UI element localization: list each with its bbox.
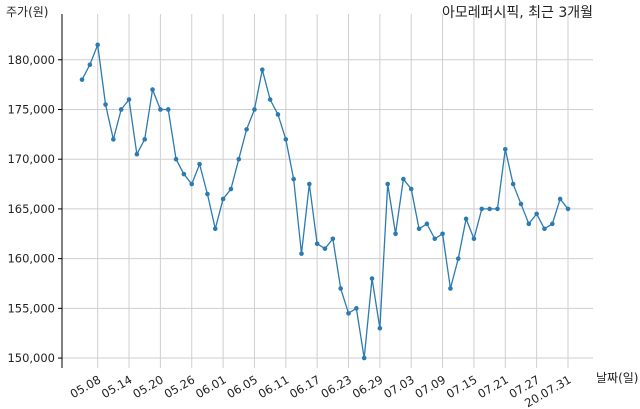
data-point: [487, 206, 492, 212]
x-tick-label: 07.09: [413, 372, 449, 401]
data-point: [142, 137, 148, 142]
data-point: [158, 107, 163, 112]
data-point: [565, 206, 571, 212]
data-point: [502, 146, 508, 152]
data-point: [479, 206, 485, 212]
x-tick-label: 07.21: [475, 372, 511, 401]
data-point: [267, 97, 273, 102]
y-tick-label: 170,000: [7, 152, 55, 166]
data-point: [181, 171, 187, 177]
data-point: [197, 161, 202, 167]
data-point: [550, 221, 555, 227]
x-tick-label: 07.15: [444, 372, 480, 401]
x-tick-label: 06.11: [256, 372, 292, 401]
data-point: [189, 181, 195, 187]
data-point: [299, 251, 304, 256]
data-point: [377, 325, 383, 331]
data-point: [259, 67, 265, 73]
data-point: [275, 112, 281, 117]
data-point: [557, 196, 563, 202]
data-point: [361, 355, 367, 361]
y-gridlines: [58, 59, 593, 359]
y-tick-label: 160,000: [7, 252, 55, 266]
data-point: [354, 306, 359, 311]
data-point: [432, 236, 438, 242]
data-point: [542, 226, 547, 232]
data-point: [455, 256, 461, 261]
x-tick-labels: 05.0805.1405.2005.2606.0106.0506.1106.17…: [68, 372, 574, 409]
data-point: [205, 191, 210, 197]
data-point: [495, 206, 500, 212]
data-point: [393, 231, 398, 237]
data-point: [134, 151, 140, 157]
x-tick-label: 05.26: [162, 372, 198, 401]
x-tick-label: 06.17: [287, 372, 323, 401]
data-point: [244, 127, 249, 132]
data-point: [322, 246, 328, 251]
y-tick-label: 150,000: [7, 351, 55, 365]
data-point: [346, 311, 351, 316]
data-point: [307, 181, 312, 187]
data-point: [118, 107, 124, 112]
data-point: [314, 241, 320, 247]
x-tick-label: 06.01: [193, 372, 229, 401]
data-point: [369, 276, 375, 281]
data-point: [471, 236, 477, 242]
data-point: [111, 137, 116, 142]
x-tick-label: 07.03: [381, 372, 417, 401]
y-tick-label: 155,000: [7, 301, 55, 315]
x-tick-label: 06.23: [318, 372, 354, 401]
data-point: [103, 102, 108, 107]
data-point: [220, 196, 226, 202]
y-tick-label: 180,000: [7, 53, 55, 67]
data-point: [440, 231, 445, 237]
data-point: [212, 226, 218, 232]
data-point: [87, 62, 93, 68]
data-point: [252, 107, 257, 112]
data-point: [236, 156, 242, 162]
chart-title: 아모레퍼시픽, 최근 3개월: [442, 5, 593, 21]
x-tick-label: 05.14: [99, 372, 135, 401]
data-point: [95, 42, 100, 48]
price-points: [79, 42, 571, 361]
data-point: [79, 77, 85, 82]
data-point: [510, 181, 516, 187]
data-point: [173, 156, 179, 162]
y-tick-label: 175,000: [7, 102, 55, 116]
x-tick-label: 05.08: [68, 372, 104, 401]
data-point: [424, 221, 430, 227]
data-point: [330, 236, 336, 242]
x-axis-label: 날짜(일): [596, 371, 638, 385]
x-tick-label: 06.05: [224, 372, 260, 401]
data-point: [283, 137, 289, 142]
y-tick-label: 165,000: [7, 202, 55, 216]
data-point: [165, 107, 171, 112]
data-point: [408, 186, 414, 192]
data-point: [150, 87, 155, 92]
data-point: [526, 221, 532, 227]
data-point: [291, 176, 296, 182]
data-point: [228, 186, 234, 192]
data-point: [126, 97, 132, 102]
data-point: [534, 211, 539, 217]
data-point: [338, 286, 343, 291]
data-point: [518, 201, 524, 207]
data-point: [463, 216, 469, 222]
data-point: [448, 286, 453, 291]
data-point: [416, 226, 422, 232]
data-point: [401, 176, 406, 182]
price-series-line: [81, 42, 569, 359]
x-tick-label: 06.29: [350, 372, 386, 401]
x-gridlines: [97, 14, 569, 368]
y-axis-label: 주가(원): [6, 5, 48, 19]
data-point: [385, 181, 391, 187]
y-tick-labels: 150,000 155,000 160,000 165,000 170,000 175,0…: [7, 53, 55, 365]
x-tick-label: 05.20: [130, 372, 166, 401]
